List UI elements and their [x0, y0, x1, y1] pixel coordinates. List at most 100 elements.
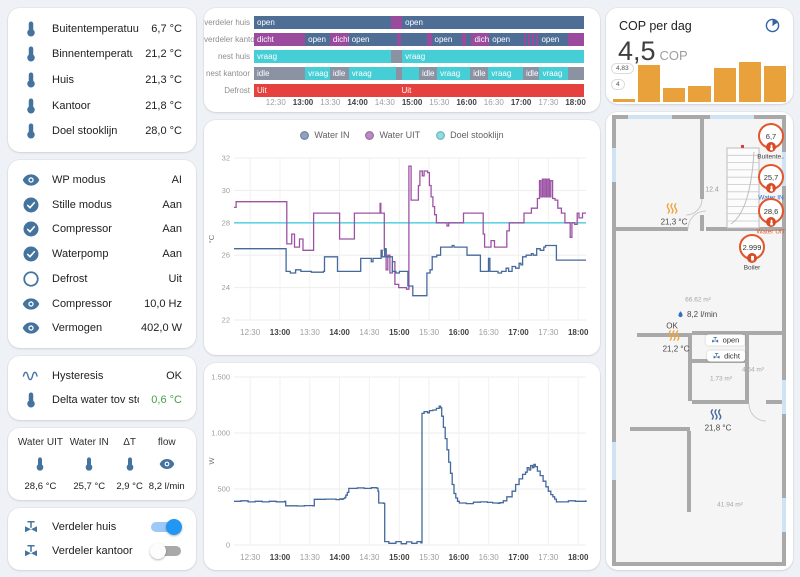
timeline-track[interactable]: idle vraag idle vraag idle vraag idle vraag idle… — [254, 67, 584, 80]
timeline-segment-vraag[interactable]: vraag — [437, 67, 471, 80]
cop-day-bar[interactable] — [738, 62, 761, 102]
timeline-segment-dicht[interactable] — [568, 33, 584, 46]
cop-bar-chart[interactable] — [613, 60, 786, 102]
timeline-segment-open[interactable] — [529, 33, 532, 46]
entity-row[interactable]: Vermogen 402,0 W — [8, 319, 196, 337]
timeline-segment-open[interactable]: open — [254, 16, 391, 29]
timeline-segment-dicht[interactable] — [527, 33, 530, 46]
power-chart-card[interactable]: 1.500 1.000 500 0 12:30 13:00 13:30 14:00 14:30 1… — [204, 363, 600, 570]
timeline-segment-idle[interactable]: idle — [470, 67, 489, 80]
timeline-segment-open[interactable] — [400, 33, 427, 46]
timeline-segment-dicht[interactable]: dicht — [329, 33, 349, 46]
timeline-segment-idle[interactable]: idle — [254, 67, 306, 80]
eye-icon[interactable] — [146, 456, 188, 472]
timeline-track[interactable]: vraag vraag — [254, 50, 584, 63]
thermometer-icon[interactable] — [65, 456, 114, 472]
timeline-segment-dicht[interactable] — [426, 33, 432, 46]
timeline-segment-vraag[interactable]: vraag — [254, 50, 391, 63]
timeline-segment-dicht[interactable] — [523, 33, 526, 46]
timeline-segment-open[interactable] — [525, 33, 528, 46]
timeline-segment-vraag[interactable]: vraag — [402, 50, 584, 63]
entity-row[interactable]: Kantoor 21,8 °C — [8, 97, 196, 115]
timeline-segment-idle[interactable] — [395, 67, 403, 80]
timeline-segment-dicht[interactable]: dicht — [254, 33, 306, 46]
timeline-segment-dicht[interactable] — [461, 33, 466, 46]
temperature-plot[interactable]: 32 30 28 26 24 22 12:30 13:00 13:30 14:00 14:30 15:… — [204, 148, 600, 348]
thermometer-icon[interactable] — [16, 456, 65, 472]
valve-chip-dicht[interactable]: dicht — [707, 350, 745, 362]
water-temperature-chart-card[interactable]: Water IN Water UIT Doel stooklijn 32 30 28 26… — [204, 120, 600, 355]
timeline-segment-vraag[interactable]: vraag — [488, 67, 523, 80]
timeline-track[interactable]: dichtopendichtopenopendichtopenopen — [254, 33, 584, 46]
thermometer-icon[interactable] — [114, 456, 146, 472]
cop-day-bar[interactable] — [688, 86, 711, 102]
heat-wave-icon — [668, 329, 681, 342]
timeline-segment-vraag[interactable] — [402, 67, 419, 80]
verdeler-kantoor-toggle[interactable] — [150, 543, 182, 559]
timeline-segment-idle[interactable]: idle — [329, 67, 349, 80]
cop-day-bar[interactable] — [763, 66, 786, 102]
entity-row[interactable]: Doel stooklijn 28,0 °C — [8, 122, 196, 140]
water-col-header: flow — [157, 436, 176, 448]
timeline-segment-open[interactable]: open — [538, 33, 569, 46]
timeline-segment-open[interactable]: open — [305, 33, 330, 46]
timeline-segment-dicht[interactable] — [396, 33, 401, 46]
time-tick: 16:30 — [483, 98, 504, 107]
timeline-segment-open[interactable] — [465, 33, 472, 46]
entity-row[interactable]: Huis 21,3 °C — [8, 71, 196, 89]
room-temp-huis: 21,3 °C — [660, 217, 688, 227]
entity-row[interactable]: Buitentemperatuur wp 6,7 °C — [8, 20, 196, 38]
entity-row[interactable]: Defrost Uit — [8, 270, 196, 288]
timeline-segment-uit[interactable]: Uit — [254, 84, 399, 97]
cop-day-bar[interactable] — [613, 98, 636, 102]
timeline-segment-dicht[interactable] — [531, 33, 534, 46]
legend-item[interactable]: Water UIT — [365, 130, 420, 140]
power-plot[interactable]: 1.500 1.000 500 0 12:30 13:00 13:30 14:00 14:30 1… — [204, 367, 600, 567]
timeline-segment-vraag[interactable]: vraag — [348, 67, 396, 80]
cop-day-bar[interactable] — [713, 68, 736, 102]
timeline-segment-dicht[interactable] — [390, 16, 403, 29]
svg-text:17:30: 17:30 — [538, 553, 559, 562]
entity-row[interactable]: Verdeler huis — [8, 518, 196, 536]
timeline-segment-uit[interactable]: Uit — [398, 84, 584, 97]
timeline-segment-vraag[interactable]: vraag — [305, 67, 330, 80]
timeline-segment-dicht[interactable]: dicht — [471, 33, 490, 46]
entity-row[interactable]: Delta water tov stooklijn 0,6 °C — [8, 391, 196, 409]
time-tick: 15:00 — [401, 98, 423, 107]
entity-row[interactable]: Verdeler kantoor — [8, 542, 196, 560]
row-label: Verdeler kantoor — [52, 545, 133, 557]
row-label: WP modus — [52, 173, 106, 186]
state-timeline-card[interactable]: verdeler huis open open verdeler kantoor dic… — [204, 8, 600, 112]
timeline-segment-vraag[interactable]: vraag — [539, 67, 569, 80]
entity-row[interactable]: Binnentemperatuur wp 21,2 °C — [8, 45, 196, 63]
timeline-track[interactable]: Uit Uit — [254, 84, 584, 97]
timeline-segment-idle[interactable]: idle — [419, 67, 438, 80]
timeline-row-label: nest kantoor — [205, 69, 250, 78]
timeline-segment-open[interactable]: open — [348, 33, 397, 46]
timeline-segment-open[interactable]: open — [402, 16, 584, 29]
verdeler-huis-toggle[interactable] — [150, 519, 182, 535]
gauge-icon[interactable] — [764, 17, 781, 34]
entity-row[interactable]: Waterpomp Aan — [8, 245, 196, 263]
timeline-track[interactable]: open open — [254, 16, 584, 29]
svg-text:16:00: 16:00 — [449, 553, 470, 562]
entity-row[interactable]: Compressor Aan — [8, 220, 196, 238]
entity-row[interactable]: WP modus AI — [8, 171, 196, 189]
entity-row[interactable]: Hysteresis OK — [8, 367, 196, 385]
time-tick: 17:30 — [538, 98, 559, 107]
timeline-segment-idle[interactable] — [568, 67, 584, 80]
legend-item[interactable]: Water IN — [300, 130, 349, 140]
cop-day-bar[interactable] — [638, 64, 661, 102]
entity-row[interactable]: Compressor 10,0 Hz — [8, 295, 196, 313]
timeline-segment-open[interactable]: open — [489, 33, 524, 46]
valve-chip-open[interactable]: open — [705, 334, 745, 346]
timeline-segment-dicht[interactable] — [535, 33, 539, 46]
entity-row[interactable]: Stille modus Aan — [8, 196, 196, 214]
timeline-segment-idle[interactable] — [390, 50, 403, 63]
timeline-segment-open[interactable]: open — [431, 33, 462, 46]
timeline-segment-open[interactable] — [533, 33, 536, 46]
cop-axis-min: 4 — [611, 79, 625, 90]
timeline-segment-idle[interactable]: idle — [522, 67, 540, 80]
cop-day-bar[interactable] — [663, 87, 686, 102]
legend-item[interactable]: Doel stooklijn — [436, 130, 504, 140]
